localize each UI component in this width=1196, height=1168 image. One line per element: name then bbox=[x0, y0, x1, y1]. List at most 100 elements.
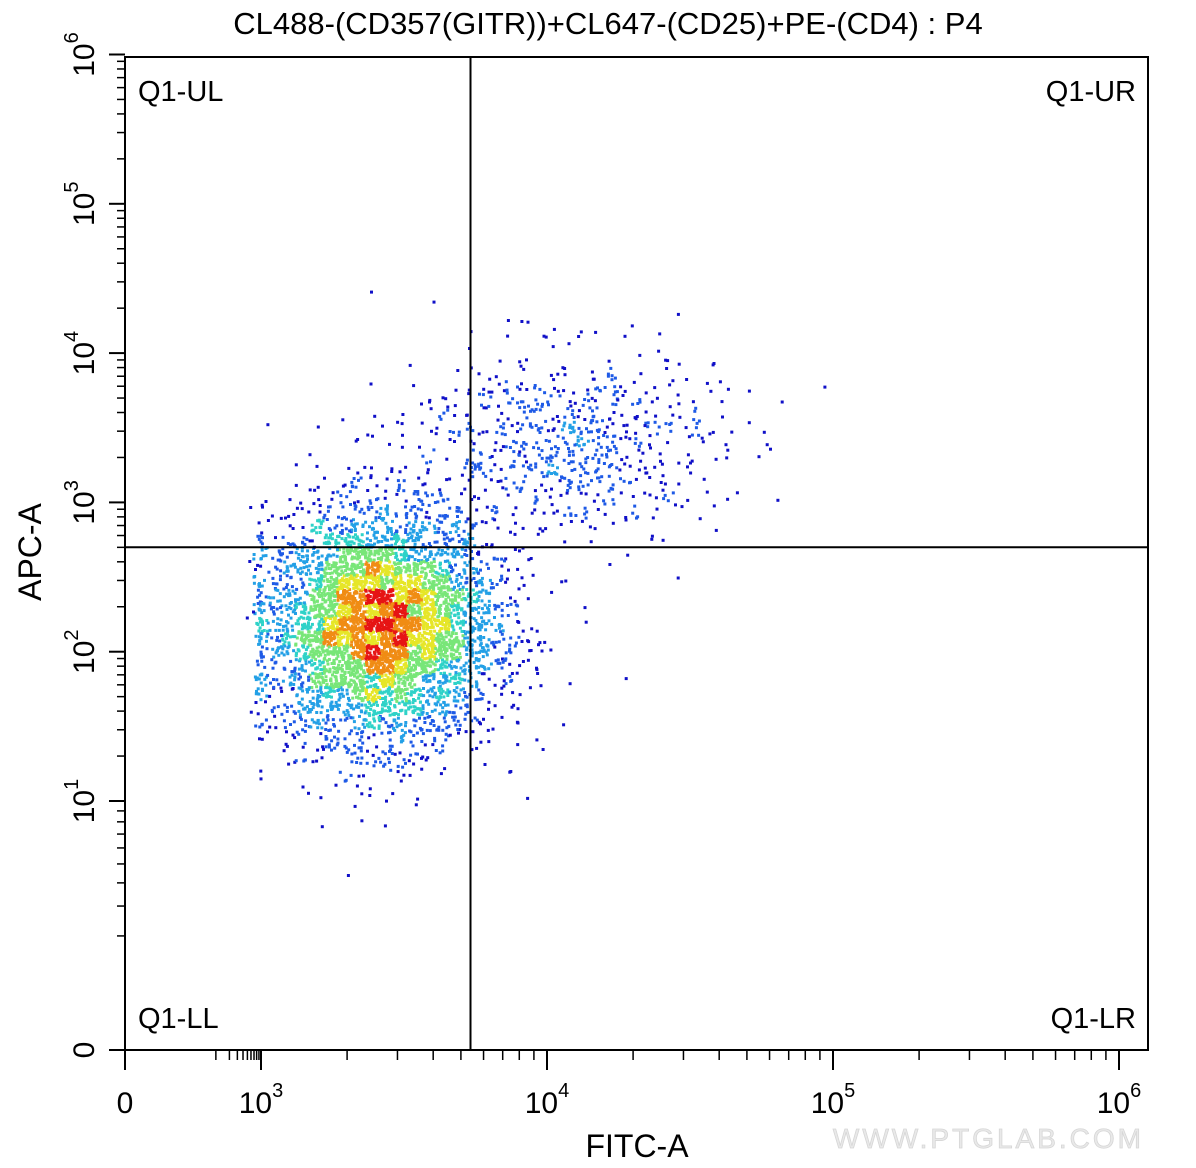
event-dot bbox=[412, 603, 416, 607]
event-dot bbox=[301, 555, 305, 559]
event-dot bbox=[406, 574, 410, 578]
event-dot bbox=[474, 651, 478, 655]
event-dot bbox=[376, 686, 380, 689]
event-dot bbox=[386, 573, 390, 576]
event-dot bbox=[384, 521, 388, 525]
event-dot bbox=[336, 548, 339, 551]
event-dot bbox=[323, 476, 326, 480]
event-dot bbox=[345, 630, 349, 634]
event-dot bbox=[266, 519, 270, 522]
event-dot bbox=[423, 612, 427, 616]
event-dot bbox=[393, 672, 397, 676]
event-dot bbox=[454, 563, 457, 567]
event-dot bbox=[407, 699, 411, 703]
event-dot bbox=[353, 686, 357, 690]
event-dot bbox=[352, 638, 356, 642]
event-dot bbox=[371, 753, 375, 757]
event-dot bbox=[377, 631, 381, 635]
event-dot bbox=[405, 624, 409, 628]
event-dot bbox=[447, 643, 451, 647]
event-dot bbox=[313, 615, 317, 619]
event-dot bbox=[454, 673, 458, 677]
event-dot bbox=[365, 544, 369, 548]
event-dot bbox=[265, 647, 269, 651]
event-dot bbox=[439, 603, 443, 607]
event-dot bbox=[412, 525, 416, 528]
event-dot bbox=[311, 588, 315, 592]
event-dot bbox=[336, 590, 340, 594]
event-dot bbox=[442, 581, 446, 585]
event-dot bbox=[359, 667, 363, 671]
event-dot bbox=[384, 626, 388, 630]
event-dot bbox=[445, 649, 448, 653]
event-dot bbox=[306, 627, 310, 631]
event-dot bbox=[390, 666, 394, 669]
event-dot bbox=[426, 468, 430, 472]
event-dot bbox=[516, 707, 520, 711]
event-dot bbox=[404, 540, 408, 544]
event-dot bbox=[430, 622, 434, 626]
event-dot bbox=[346, 635, 350, 639]
event-dot bbox=[357, 645, 361, 649]
event-dot bbox=[426, 756, 430, 760]
event-dot bbox=[386, 667, 390, 671]
event-dot bbox=[466, 636, 470, 640]
event-dot bbox=[540, 649, 544, 653]
event-dot bbox=[387, 570, 391, 574]
event-dot bbox=[429, 653, 433, 657]
event-dot bbox=[293, 562, 296, 566]
event-dot bbox=[296, 598, 300, 602]
event-dot bbox=[413, 505, 417, 508]
event-dot bbox=[405, 516, 409, 520]
event-dot bbox=[365, 618, 369, 622]
event-dot bbox=[319, 691, 323, 695]
event-dot bbox=[310, 539, 314, 543]
event-dot bbox=[427, 587, 431, 591]
event-dot bbox=[429, 460, 432, 464]
event-dot bbox=[402, 773, 406, 777]
event-dot bbox=[317, 567, 321, 571]
event-dot bbox=[382, 517, 386, 520]
event-dot bbox=[353, 688, 357, 692]
event-dot bbox=[464, 730, 468, 734]
event-dot bbox=[397, 701, 401, 705]
event-dot bbox=[271, 619, 275, 623]
event-dot bbox=[413, 641, 416, 644]
event-dot bbox=[385, 799, 388, 803]
event-dot bbox=[435, 576, 439, 580]
event-dot bbox=[341, 683, 345, 687]
event-dot bbox=[407, 595, 411, 599]
event-dot bbox=[443, 671, 446, 675]
event-dot bbox=[360, 657, 364, 661]
event-dot bbox=[358, 662, 362, 665]
event-dot bbox=[491, 727, 495, 731]
event-dot bbox=[409, 675, 413, 679]
event-dot bbox=[293, 668, 297, 672]
event-dot bbox=[339, 718, 343, 722]
event-dot bbox=[337, 515, 340, 519]
event-dot bbox=[487, 619, 491, 623]
event-dot bbox=[463, 542, 467, 546]
event-dot bbox=[307, 675, 311, 679]
event-dot bbox=[432, 557, 436, 561]
event-dot bbox=[447, 574, 451, 578]
event-dot bbox=[413, 683, 417, 687]
event-dot bbox=[404, 709, 408, 713]
event-dot bbox=[448, 577, 452, 581]
event-dot bbox=[405, 611, 409, 615]
event-dot bbox=[453, 604, 457, 608]
event-dot bbox=[373, 652, 377, 656]
event-dot bbox=[288, 593, 292, 597]
event-dot bbox=[396, 676, 400, 680]
event-dot bbox=[353, 501, 356, 505]
event-dot bbox=[370, 697, 374, 701]
event-dot bbox=[480, 583, 484, 587]
event-dot bbox=[328, 667, 332, 671]
event-dot bbox=[339, 586, 343, 590]
event-dot bbox=[319, 522, 323, 526]
event-dot bbox=[354, 643, 358, 647]
event-dot bbox=[356, 664, 360, 667]
event-dot bbox=[315, 531, 319, 535]
event-dot bbox=[340, 636, 344, 639]
event-dot bbox=[285, 583, 289, 587]
